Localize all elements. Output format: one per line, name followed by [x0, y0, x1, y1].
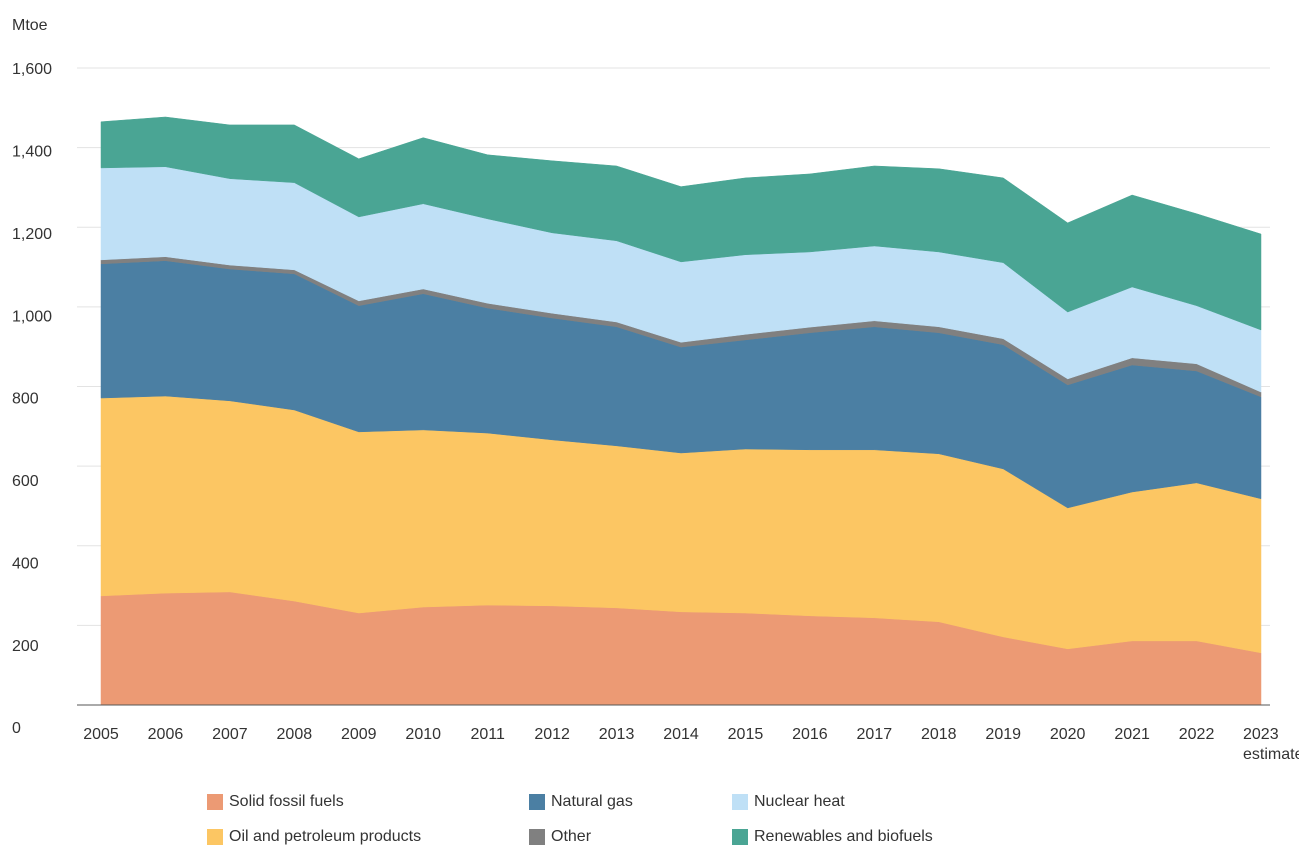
legend-swatch	[207, 829, 223, 845]
x-tick-label: 2021	[1114, 726, 1150, 743]
x-tick-label: 2011	[470, 726, 505, 743]
legend-label: Oil and petroleum products	[229, 828, 422, 845]
y-tick-label: 400	[12, 555, 39, 572]
x-tick-label: 2009	[340, 726, 377, 743]
legend-swatch	[732, 829, 748, 845]
x-tick-label: 2015	[727, 726, 764, 743]
x-tick-label: 2007	[212, 726, 248, 743]
y-axis-label: Mtoe	[12, 17, 48, 34]
x-tick-label: 2016	[792, 726, 828, 743]
legend-item: Renewables and biofuels	[732, 828, 933, 846]
y-tick-label: 0	[12, 720, 21, 737]
legend-label: Nuclear heat	[754, 793, 845, 810]
y-tick-label: 600	[12, 473, 39, 490]
y-tick-label: 1,200	[12, 226, 52, 243]
x-tick-label: 2022	[1178, 726, 1215, 743]
y-tick-label: 200	[12, 638, 39, 655]
y-tick-label: 1,600	[12, 61, 52, 78]
legend-label: Other	[551, 828, 592, 845]
legend-item: Nuclear heat	[732, 793, 845, 811]
legend-item: Solid fossil fuels	[207, 793, 344, 811]
legend-swatch	[207, 794, 223, 810]
legend-label: Natural gas	[551, 793, 633, 810]
x-tick-label: 2014	[663, 726, 699, 743]
x-tick-label: 2005	[83, 726, 119, 743]
legend-label: Renewables and biofuels	[754, 828, 933, 845]
legend-item: Other	[529, 828, 591, 846]
legend-item: Oil and petroleum products	[207, 828, 421, 846]
x-tick-label: 2006	[147, 726, 184, 743]
x-tick-label: 2020	[1049, 726, 1086, 743]
legend-label: Solid fossil fuels	[229, 793, 344, 810]
y-tick-label: 1,400	[12, 144, 52, 161]
area	[100, 116, 1262, 331]
legend-swatch	[732, 794, 748, 810]
x-tick-label: 2013	[598, 726, 635, 743]
y-tick-label: 800	[12, 391, 39, 408]
x-tick-label: 2023 estimate	[1243, 726, 1299, 763]
x-tick-label: 2018	[920, 726, 957, 743]
x-tick-label: 2017	[856, 726, 893, 743]
x-tick-label: 2019	[985, 726, 1022, 743]
y-tick-label: 1,000	[12, 308, 52, 325]
legend-item: Natural gas	[529, 793, 633, 811]
legend-swatch	[529, 829, 545, 845]
x-tick-label: 2010	[405, 726, 442, 743]
legend-swatch	[529, 794, 545, 810]
x-tick-label: 2012	[534, 726, 570, 743]
x-tick-label: 2008	[276, 726, 313, 743]
